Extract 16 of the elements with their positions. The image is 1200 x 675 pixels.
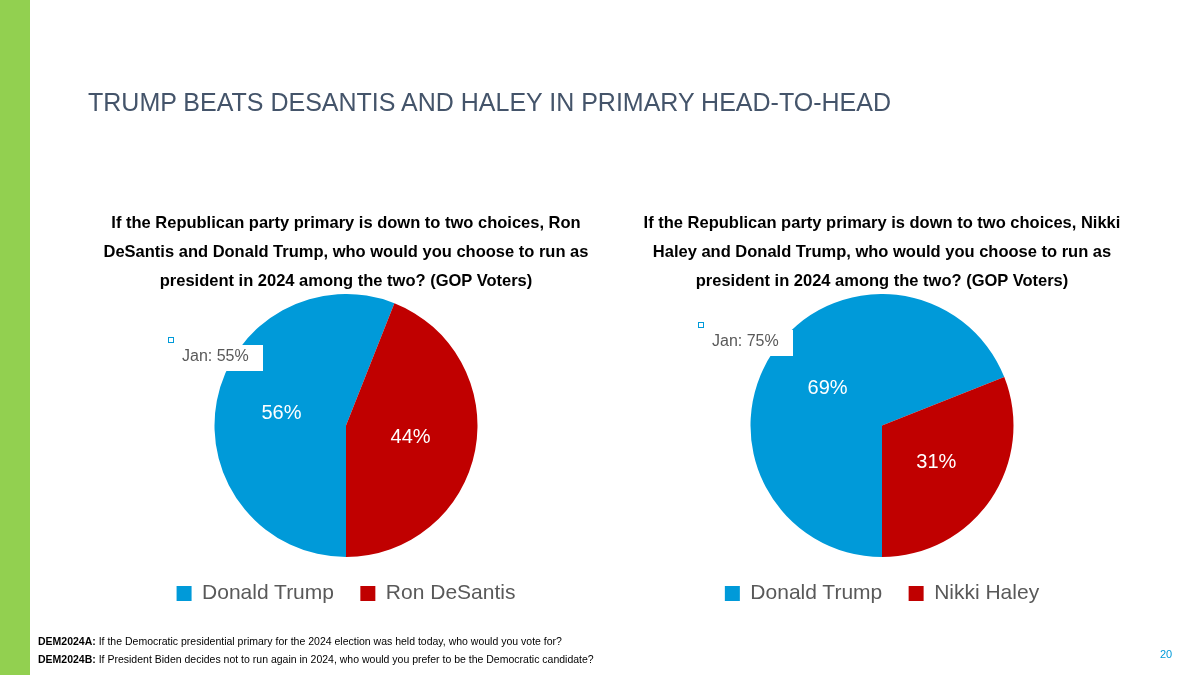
data-label: 44% (390, 425, 431, 448)
legend-label: Donald Trump (202, 580, 334, 604)
legend-label: Nikki Haley (934, 580, 1040, 604)
data-label: 69% (807, 376, 848, 399)
text: DEM2024A: If the Democratic presidential primary for the 2024 election was held today, who would you vote for? (38, 634, 563, 649)
text: DEM2024B: If President Biden decides not to run again in 2024, who would you prefer to be the Democratic candidate? (38, 652, 594, 667)
text: Jan: 75% (708, 330, 793, 356)
data-label: 31% (916, 449, 957, 472)
text: 20 (1160, 648, 1173, 660)
data-label: 56% (261, 400, 302, 423)
legend-label: Donald Trump (750, 580, 883, 604)
text: Jan: 55% (178, 345, 263, 371)
chart-subtitle: If the Republican party primary is down to two choices, Nikki Haley and Donald Trump, who would you choose to run as president in 2024 among the two? (GOP Voters) (642, 212, 1122, 291)
chart-title: TRUMP BEATS DESANTIS AND HALEY IN PRIMARY HEAD-TO-HEAD (88, 88, 891, 117)
chart-subtitle: If the Republican party primary is down to two choices, Ron DeSantis and Donald Trump, who would you choose to run as president in 2024 among the two? (GOP Voters) (102, 212, 590, 291)
legend-label: Ron DeSantis (385, 580, 516, 604)
